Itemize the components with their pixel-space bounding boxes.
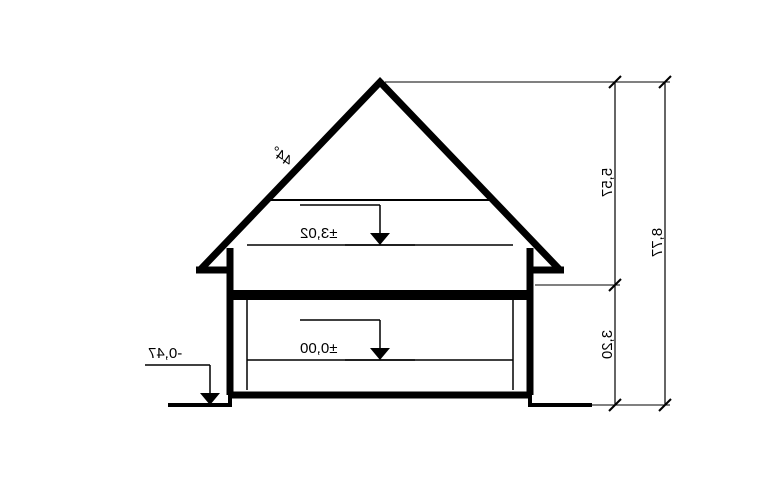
dim-total-label: 8,77 <box>649 228 666 257</box>
level-marker-exterior <box>145 365 225 405</box>
level-upper-label: ±3,02 <box>300 225 337 242</box>
level-ground-label: ±0,00 <box>300 340 337 357</box>
dim-lower-label: 3,20 <box>599 330 616 359</box>
level-exterior-label: -0,47 <box>148 345 182 362</box>
dim-upper-label: 5,57 <box>599 168 616 197</box>
inner-lines <box>247 245 513 390</box>
